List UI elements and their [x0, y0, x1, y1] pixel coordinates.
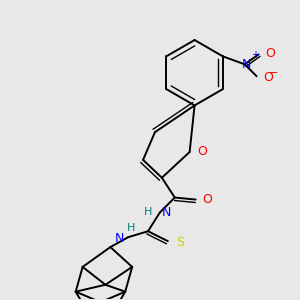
- Text: −: −: [269, 68, 278, 78]
- Text: O: O: [202, 193, 212, 206]
- Text: N: N: [162, 206, 171, 219]
- Text: N: N: [115, 232, 124, 245]
- Text: +: +: [250, 50, 259, 60]
- Text: S: S: [176, 236, 184, 249]
- Text: O: O: [266, 47, 275, 60]
- Text: O: O: [263, 71, 273, 84]
- Text: H: H: [127, 223, 135, 233]
- Text: N: N: [242, 58, 251, 71]
- Text: O: O: [198, 146, 207, 158]
- Text: H: H: [144, 207, 152, 218]
